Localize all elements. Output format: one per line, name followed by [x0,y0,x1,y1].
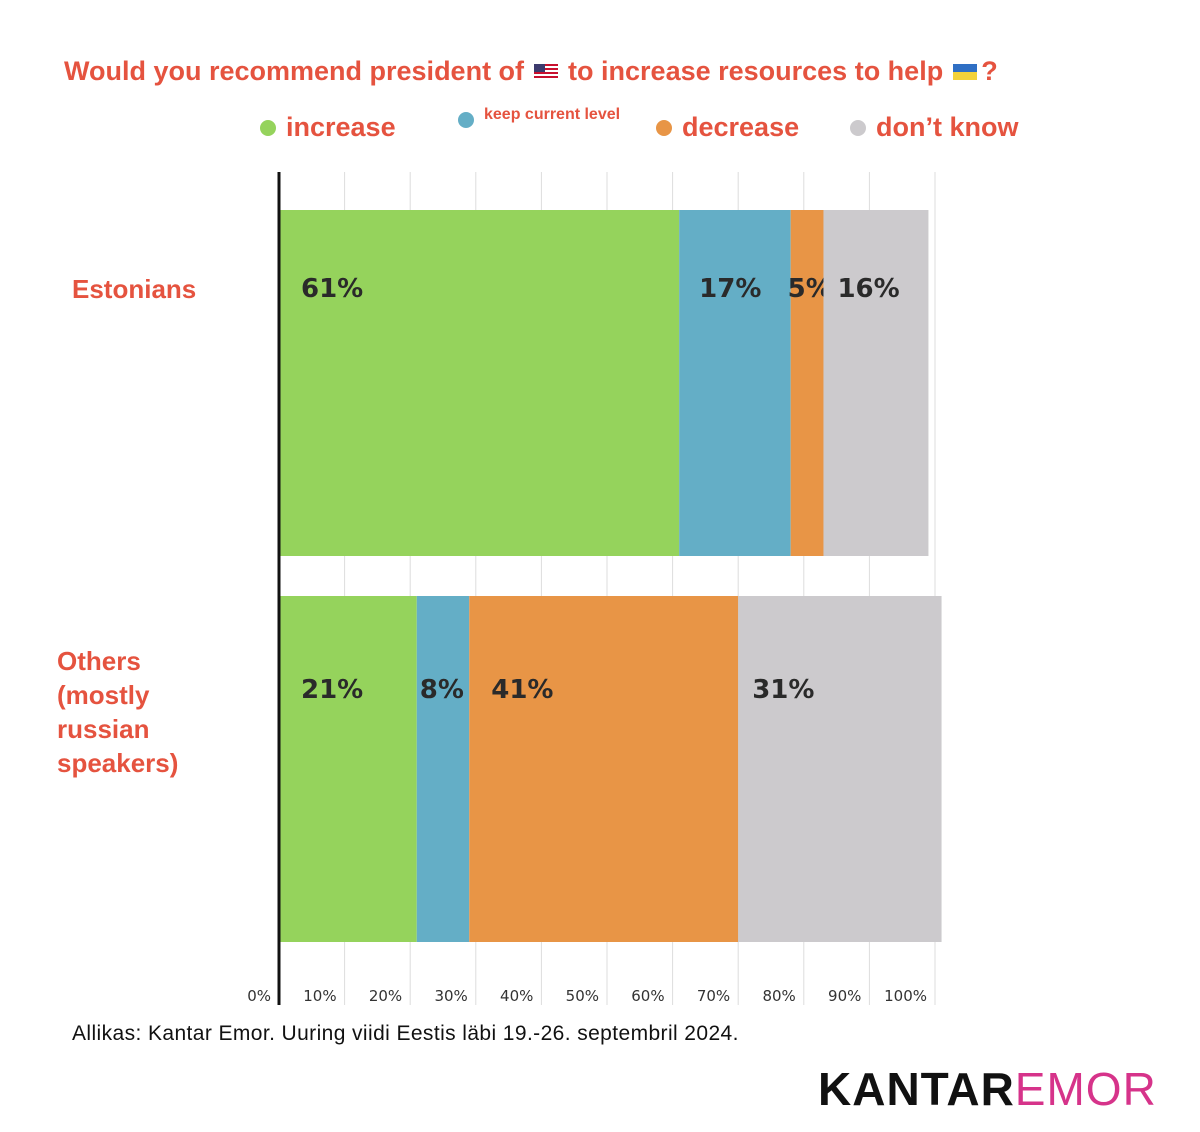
brand-emor: EMOR [1014,1063,1157,1115]
bar-segment [416,596,470,942]
category-line: speakers) [57,748,179,778]
bar-segment [823,210,929,556]
data-label: 16% [837,274,899,304]
category-label-others: Others (mostly russian speakers) [57,644,178,780]
bar-segment [279,210,680,556]
legend-decrease: decrease [656,112,799,143]
bar-segment [738,596,942,942]
x-tick-label: 90% [828,987,861,1005]
legend-label-increase: increase [286,112,396,142]
legend-label-dontknow: don’t know [876,112,1019,142]
x-tick-label: 100% [884,987,927,1005]
category-line: (mostly [57,680,150,710]
legend-label-keep: keep current level [484,106,621,123]
x-tick-label: 20% [369,987,402,1005]
category-line: Others [57,646,141,676]
bar-segment [469,596,739,942]
x-tick-label: 50% [566,987,599,1005]
ukraine-flag-icon [953,63,978,80]
legend-dot-icon [850,119,866,136]
title-part3: ? [981,56,998,86]
brand-logo: KANTAREMOR [818,1062,1157,1116]
title-part1: Would you recommend president of [64,56,525,86]
brand-kantar: KANTAR [818,1063,1015,1115]
x-tick-label: 40% [500,987,533,1005]
legend-dot-icon [260,119,276,136]
legend-dot-icon [458,112,474,128]
data-label: 17% [699,274,761,304]
data-label: 41% [491,675,553,705]
category-label-estonians: Estonians [72,272,196,306]
data-label: 31% [752,675,814,705]
bar-segment [279,596,417,942]
legend-dontknow: don’t know [850,112,1018,143]
legend-label-decrease: decrease [682,112,800,142]
data-label: 8% [420,675,464,705]
x-tick-label: 60% [631,987,664,1005]
chart-title: Would you recommend president of to incr… [64,56,998,87]
x-tick-label: 80% [762,987,795,1005]
source-note: Allikas: Kantar Emor. Uuring viidi Eesti… [72,1022,739,1045]
category-line: Estonians [72,274,197,304]
data-label: 21% [301,675,363,705]
x-tick-label: 10% [303,987,336,1005]
us-flag-icon [534,63,559,80]
data-label: 61% [301,274,363,304]
x-tick-label: 0% [247,987,271,1005]
bar-segment [790,210,824,556]
category-line: russian [57,714,150,744]
legend-keep: keep current level [458,102,620,128]
legend-dot-icon [656,119,672,136]
bar-segment [679,210,791,556]
title-part2: to increase resources to help [568,56,944,86]
legend-increase: increase [260,112,396,143]
x-tick-label: 30% [434,987,467,1005]
x-tick-label: 70% [697,987,730,1005]
